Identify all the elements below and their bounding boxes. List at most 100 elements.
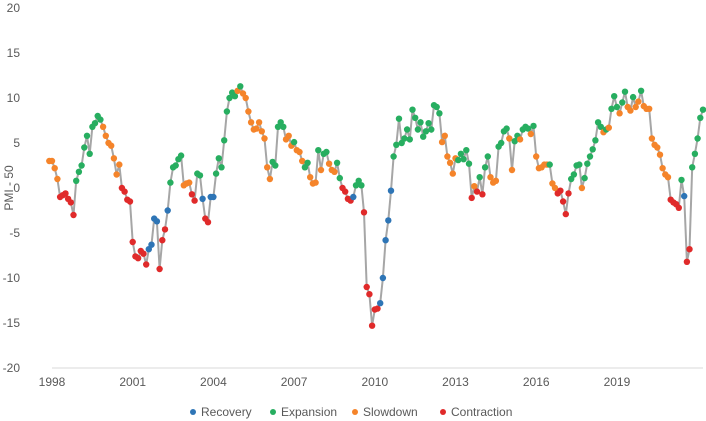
data-point-expansion <box>481 164 489 171</box>
data-point-expansion <box>436 110 443 117</box>
data-point-expansion <box>304 159 311 166</box>
data-point-expansion <box>422 128 430 135</box>
data-point-expansion <box>699 106 706 113</box>
data-point-slowdown <box>578 184 586 192</box>
data-point-expansion <box>403 126 411 133</box>
data-point-slowdown <box>444 153 451 160</box>
data-point-recovery <box>379 274 387 282</box>
data-point-contraction <box>562 210 569 218</box>
data-point-expansion <box>272 162 279 169</box>
data-point-contraction <box>342 188 349 195</box>
data-point-recovery <box>350 193 357 201</box>
data-point-expansion <box>511 138 518 145</box>
data-point-contraction <box>126 198 134 205</box>
data-point-contraction <box>473 188 481 195</box>
data-point-expansion <box>576 161 583 168</box>
data-point-expansion <box>697 114 704 122</box>
data-point-expansion <box>231 93 239 100</box>
data-point-expansion <box>177 152 185 159</box>
data-point-slowdown <box>317 166 325 174</box>
data-point-slowdown <box>627 107 634 114</box>
data-point-slowdown <box>656 151 664 158</box>
data-point-contraction <box>363 283 370 291</box>
data-point-slowdown <box>648 135 656 142</box>
data-point-expansion <box>455 156 462 164</box>
data-point-recovery <box>148 241 155 248</box>
data-point-recovery <box>382 237 389 244</box>
data-point-slowdown <box>646 105 653 113</box>
data-point-expansion <box>608 105 615 113</box>
data-point-contraction <box>161 226 169 233</box>
legend-label-expansion: Expansion <box>281 405 337 419</box>
data-point-expansion <box>218 164 225 171</box>
data-point-slowdown <box>506 135 513 142</box>
data-point-slowdown <box>48 157 56 165</box>
data-point-expansion <box>78 162 85 169</box>
data-point-slowdown <box>471 183 478 190</box>
data-point-expansion <box>425 120 432 127</box>
data-point-contraction <box>468 194 475 202</box>
data-point-expansion <box>221 137 228 144</box>
data-point-slowdown <box>296 148 303 156</box>
data-point-slowdown <box>527 130 534 138</box>
x-tick-label: 2013 <box>442 375 469 389</box>
data-point-expansion <box>586 153 594 160</box>
x-tick-label: 1998 <box>39 375 66 389</box>
data-point-slowdown <box>299 157 306 165</box>
data-point-slowdown <box>186 179 193 186</box>
data-point-expansion <box>678 176 685 184</box>
data-point-contraction <box>70 211 77 219</box>
data-point-contraction <box>557 187 564 194</box>
legend-marker-recovery <box>190 409 196 415</box>
data-point-recovery <box>153 218 161 225</box>
data-point-slowdown <box>261 135 268 142</box>
data-point-expansion <box>290 138 298 146</box>
data-point-recovery <box>387 187 395 194</box>
data-point-slowdown <box>616 110 623 117</box>
data-point-slowdown <box>312 179 319 186</box>
legend: Recovery Expansion Slowdown Contraction <box>190 405 512 419</box>
data-point-contraction <box>675 204 682 211</box>
data-point-expansion <box>97 116 104 123</box>
data-point-contraction <box>683 258 691 265</box>
data-point-slowdown <box>508 166 516 174</box>
data-point-expansion <box>428 126 435 133</box>
data-point-slowdown <box>325 160 333 167</box>
data-point-contraction <box>121 188 128 195</box>
legend-marker-slowdown <box>352 409 358 415</box>
y-tick-label: -10 <box>3 271 21 285</box>
y-tick-label: 0 <box>13 181 20 195</box>
data-point-recovery <box>199 195 206 202</box>
data-point-slowdown <box>516 136 524 143</box>
data-point-expansion <box>280 123 287 130</box>
data-point-expansion <box>223 108 231 115</box>
data-point-slowdown <box>551 184 559 192</box>
data-point-slowdown <box>264 164 271 171</box>
data-point-recovery <box>164 207 171 214</box>
data-point-slowdown <box>245 108 252 115</box>
data-point-expansion <box>83 132 91 139</box>
data-point-expansion <box>393 141 400 148</box>
data-point-contraction <box>368 322 376 329</box>
data-point-slowdown <box>266 175 274 183</box>
data-point-contraction <box>565 190 572 197</box>
data-point-expansion <box>315 147 322 154</box>
data-point-expansion <box>358 182 365 189</box>
data-point-contraction <box>143 261 150 268</box>
series-pmi <box>46 83 706 329</box>
legend-marker-contraction <box>440 409 446 415</box>
data-point-expansion <box>476 174 483 181</box>
y-axis: 20 15 10 5 0 -5 -10 -15 -20 <box>3 1 21 375</box>
data-point-expansion <box>75 168 83 175</box>
data-point-slowdown <box>113 171 120 178</box>
data-point-expansion <box>694 135 701 142</box>
data-point-slowdown <box>110 155 118 162</box>
data-point-contraction <box>156 265 163 273</box>
data-point-expansion <box>226 94 233 102</box>
data-point-expansion <box>406 136 413 143</box>
data-point-recovery <box>681 192 688 200</box>
data-point-expansion <box>457 150 465 157</box>
data-point-slowdown <box>449 170 456 177</box>
